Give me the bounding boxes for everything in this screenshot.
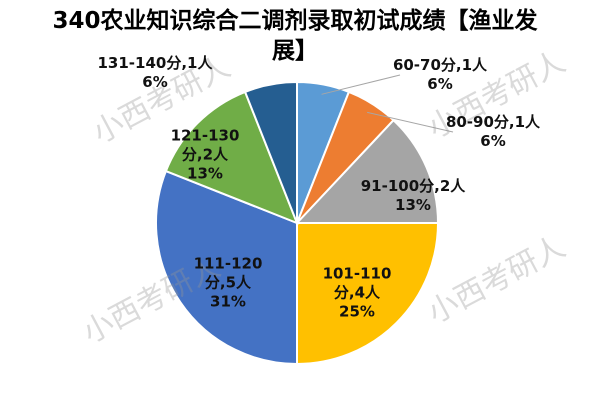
leader-line bbox=[321, 74, 401, 95]
label-value: 31% bbox=[210, 292, 246, 311]
data-label: 80-90分,1人 6% bbox=[438, 113, 548, 151]
label-value: 6% bbox=[480, 132, 506, 150]
data-label: 101-110分,4人 25% bbox=[317, 265, 397, 322]
pie-slice bbox=[296, 222, 440, 366]
data-label: 111-120分,5人 31% bbox=[193, 255, 263, 312]
pie-slice bbox=[294, 118, 440, 224]
pie-slice bbox=[164, 90, 299, 225]
label-category: 60-70分,1人 bbox=[392, 56, 488, 74]
data-label: 60-70分,1人 6% bbox=[385, 56, 495, 94]
label-value: 13% bbox=[395, 196, 431, 214]
data-label: 121-130分,2人 13% bbox=[170, 127, 240, 184]
label-category: 91-100分,2人 bbox=[360, 177, 466, 195]
label-category: 111-120分,5人 bbox=[193, 254, 263, 292]
data-label: 91-100分,2人 13% bbox=[353, 177, 473, 215]
label-value: 6% bbox=[427, 75, 453, 93]
label-category: 131-140分,1人 bbox=[97, 54, 213, 72]
label-value: 25% bbox=[339, 302, 375, 321]
label-category: 121-130分,2人 bbox=[170, 126, 240, 164]
pie-slice bbox=[155, 169, 298, 366]
label-category: 101-110分,4人 bbox=[322, 264, 392, 302]
label-category: 80-90分,1人 bbox=[445, 113, 541, 131]
leader-line bbox=[367, 111, 454, 133]
chart-title: 340农业知识综合二调剂录取初试成绩【渔业发展】 bbox=[52, 8, 538, 64]
label-value: 6% bbox=[142, 73, 168, 91]
pie-slice bbox=[243, 80, 298, 224]
label-value: 13% bbox=[187, 164, 223, 183]
data-label: 131-140分,1人 6% bbox=[95, 54, 215, 92]
